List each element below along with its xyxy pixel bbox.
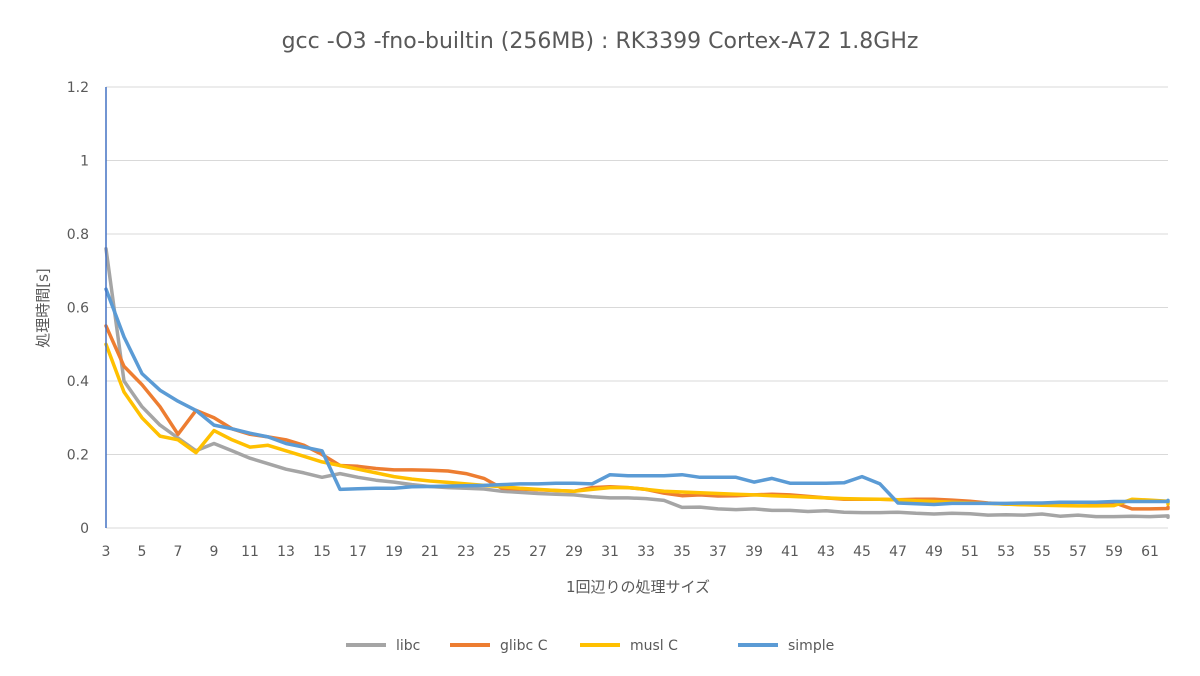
legend-label: simple bbox=[788, 638, 834, 654]
x-tick-label: 41 bbox=[781, 544, 799, 560]
x-tick-label: 27 bbox=[529, 544, 547, 560]
x-tick-label: 31 bbox=[601, 544, 619, 560]
x-tick-label: 9 bbox=[210, 544, 219, 560]
x-tick-label: 3 bbox=[102, 544, 111, 560]
x-tick-label: 5 bbox=[138, 544, 147, 560]
x-tick-label: 39 bbox=[745, 544, 763, 560]
y-axis-ticks: 0 0.2 0.4 0.6 0.8 1 1.2 bbox=[67, 80, 89, 537]
series-lines bbox=[104, 246, 1170, 520]
x-tick-label: 37 bbox=[709, 544, 727, 560]
x-tick-label: 51 bbox=[961, 544, 979, 560]
x-tick-label: 23 bbox=[457, 544, 475, 560]
legend-label: musl C bbox=[630, 638, 678, 654]
y-tick-label: 0.8 bbox=[67, 227, 89, 243]
x-tick-label: 25 bbox=[493, 544, 511, 560]
x-tick-label: 7 bbox=[174, 544, 183, 560]
x-tick-label: 11 bbox=[241, 544, 259, 560]
gridlines bbox=[106, 86, 1168, 529]
x-tick-label: 53 bbox=[997, 544, 1015, 560]
y-tick-label: 0.2 bbox=[67, 448, 89, 464]
legend-label: glibc C bbox=[500, 638, 548, 654]
x-tick-label: 33 bbox=[637, 544, 655, 560]
series-line-simple bbox=[104, 287, 1170, 507]
x-tick-label: 19 bbox=[385, 544, 403, 560]
x-tick-label: 57 bbox=[1069, 544, 1087, 560]
x-tick-label: 43 bbox=[817, 544, 835, 560]
y-axis-label: 処理時間[s] bbox=[34, 268, 52, 348]
x-tick-label: 45 bbox=[853, 544, 871, 560]
x-tick-label: 49 bbox=[925, 544, 943, 560]
y-tick-label: 1 bbox=[80, 154, 89, 170]
x-tick-label: 61 bbox=[1141, 544, 1159, 560]
x-tick-label: 35 bbox=[673, 544, 691, 560]
series-line-musl-c bbox=[104, 342, 1170, 508]
x-tick-label: 15 bbox=[313, 544, 331, 560]
x-tick-label: 59 bbox=[1105, 544, 1123, 560]
x-tick-label: 55 bbox=[1033, 544, 1051, 560]
legend: libc glibc C musl C simple bbox=[346, 638, 834, 654]
series-line-glibc-c bbox=[104, 324, 1170, 511]
legend-label: libc bbox=[396, 638, 420, 654]
y-tick-label: 0.4 bbox=[67, 374, 89, 390]
x-tick-label: 47 bbox=[889, 544, 907, 560]
y-tick-label: 1.2 bbox=[67, 80, 89, 96]
y-tick-label: 0.6 bbox=[67, 301, 89, 317]
x-tick-label: 17 bbox=[349, 544, 367, 560]
x-tick-label: 21 bbox=[421, 544, 439, 560]
series-line-libc bbox=[104, 246, 1170, 520]
x-tick-label: 13 bbox=[277, 544, 295, 560]
y-tick-label: 0 bbox=[80, 521, 89, 537]
x-axis-label: 1回辺りの処理サイズ bbox=[566, 578, 710, 596]
chart-title: gcc -O3 -fno-builtin (256MB) : RK3399 Co… bbox=[282, 29, 919, 54]
x-tick-label: 29 bbox=[565, 544, 583, 560]
x-axis-ticks: 3 5 7 9 11 13 15 17 19 21 23 25 27 29 31 33 35 37 39 41 43 45… bbox=[102, 544, 1159, 560]
